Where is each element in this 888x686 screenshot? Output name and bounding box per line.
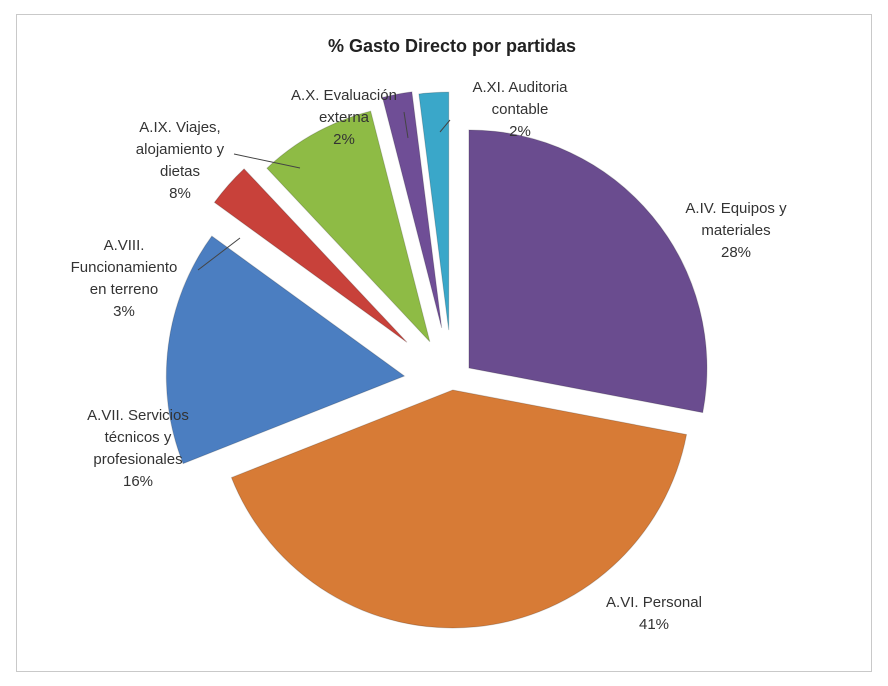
- leader-line-a-ix-viajes-alojamiento-y-dietas: [233, 153, 301, 169]
- pie-slice-a-ix-viajes-alojamiento-y-dietas: [266, 110, 431, 343]
- slice-label-a-vi-personal: A.VI. Personal 41%: [606, 594, 702, 633]
- pie-slice-a-vi-personal: [230, 389, 688, 629]
- slice-label-a-vii-servicios-tecnicos-y-profesionales: A.VII. Servicios técnicos y profesionales 1…: [87, 407, 189, 490]
- leader-lines: [197, 111, 451, 271]
- leader-line-a-xi-auditoria-contable: [439, 119, 451, 133]
- pie-slices: [165, 91, 708, 629]
- leader-line-a-viii-funcionamiento-en-terreno: [197, 237, 241, 271]
- slice-label-a-x-evaluacion-externa: A.X. Evaluación externa 2%: [291, 87, 397, 148]
- pie-slice-a-iv-equipos-y-materiales: [468, 129, 708, 414]
- slice-labels: A.IV. Equipos y materiales 28% A.VI. Person…: [71, 79, 787, 633]
- slice-label-a-viii-funcionamiento-en-terreno: A.VIII. Funcionamiento en terreno 3%: [71, 237, 178, 320]
- pie-slice-a-x-evaluacion-externa: [381, 91, 443, 329]
- chart-title: % Gasto Directo por partidas: [328, 36, 576, 56]
- slice-label-a-xi-auditoria-contable: A.XI. Auditoria contable 2%: [472, 79, 568, 140]
- leader-line-a-x-evaluacion-externa: [403, 111, 409, 139]
- pie-slice-a-xi-auditoria-contable: [418, 91, 450, 331]
- slice-label-a-iv-equipos-y-materiales: A.IV. Equipos y materiales 28%: [685, 200, 787, 261]
- pie-slice-a-vii-servicios-tecnicos-y-profesionales: [165, 235, 406, 465]
- slice-label-a-ix-viajes-alojamiento-y-dietas: A.IX. Viajes, alojamiento y dietas 8%: [136, 119, 225, 202]
- pie-slice-a-viii-funcionamiento-en-terreno: [213, 168, 408, 343]
